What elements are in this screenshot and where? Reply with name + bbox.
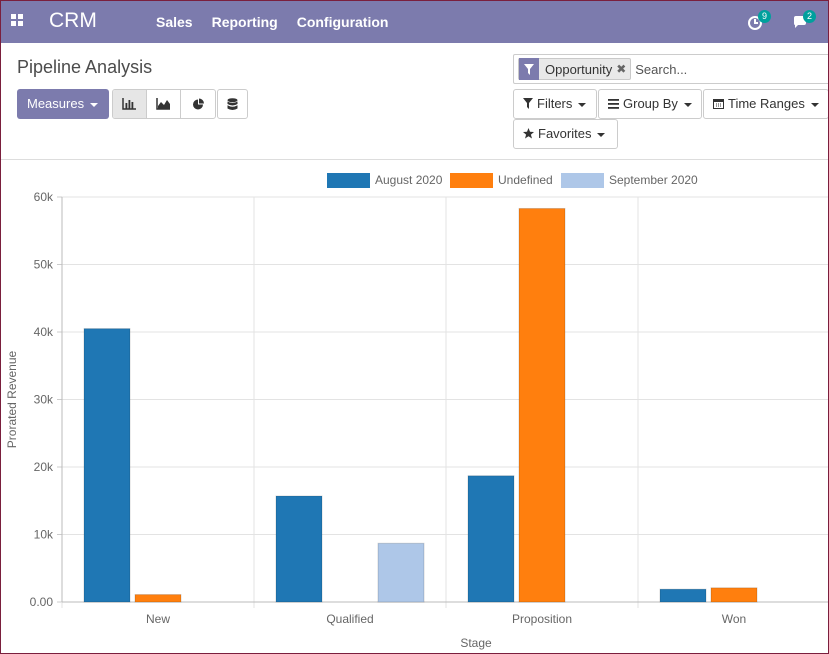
database-icon [227, 97, 238, 110]
y-tick-label: 50k [34, 258, 54, 272]
control-panel-divider [1, 159, 828, 160]
calendar-icon [713, 91, 724, 119]
y-tick-label: 40k [34, 325, 54, 339]
activity-badge: 9 [758, 10, 771, 23]
bar-won-undefined [710, 587, 758, 603]
favorites-button[interactable]: Favorites [513, 119, 618, 149]
x-tick-label: Qualified [326, 612, 373, 626]
menu-item-reporting[interactable]: Reporting [211, 14, 278, 30]
filter-facet-icon [519, 58, 539, 80]
y-tick-label: 60k [34, 190, 54, 204]
activity-icon[interactable]: 9 [747, 10, 771, 32]
bar-qualified-september-2020 [377, 542, 425, 603]
caret-down-icon [597, 132, 606, 137]
bar-new-undefined [134, 594, 182, 603]
star-icon [523, 121, 534, 149]
x-axis-title: Stage [460, 636, 492, 650]
menu-item-configuration[interactable]: Configuration [296, 14, 389, 30]
search-facet: Opportunity ✖ [518, 58, 632, 80]
menu-item-sales[interactable]: Sales [156, 14, 193, 30]
apps-menu-icon[interactable] [11, 14, 24, 27]
y-tick-label: 0.00 [30, 595, 54, 609]
facet-value: Opportunity [545, 61, 613, 77]
group-by-button[interactable]: Group By [598, 89, 702, 119]
pivot-data-button[interactable] [217, 89, 248, 119]
legend-label: September 2020 [609, 173, 698, 187]
legend-swatch [327, 173, 370, 188]
area-chart-icon [156, 98, 170, 110]
filter-icon [523, 91, 533, 119]
y-tick-label: 10k [34, 528, 54, 542]
caret-down-icon [683, 102, 692, 107]
bar-won-august-2020 [659, 588, 707, 603]
legend-swatch [561, 173, 604, 188]
navbar: CRM Sales Reporting Configuration 9 2 [1, 0, 828, 43]
bar-proposition-august-2020 [467, 475, 515, 603]
legend-swatch [450, 173, 493, 188]
main-menu: Sales Reporting Configuration [156, 14, 407, 30]
search-bar: Opportunity ✖ [513, 54, 828, 84]
x-tick-label: Won [722, 612, 746, 626]
filters-button[interactable]: Filters [513, 89, 597, 119]
bar-chart: 0.00 10k 20k 30k 40k 50k 60k New Qualified Propos… [5, 173, 828, 650]
y-tick-label: 20k [34, 460, 54, 474]
bars-icon [608, 91, 619, 119]
bar-chart-icon [122, 98, 136, 110]
view-mode-group [112, 89, 216, 119]
bar-qualified-august-2020 [275, 495, 323, 603]
search-input[interactable] [635, 61, 826, 77]
caret-down-icon [578, 102, 587, 107]
y-axis-title: Prorated Revenue [5, 350, 19, 448]
x-tick-label: New [146, 612, 170, 626]
pie-chart-button[interactable] [181, 90, 215, 118]
area-chart-button[interactable] [147, 90, 181, 118]
measures-label: Measures [27, 96, 85, 111]
legend-label: Undefined [498, 173, 553, 187]
bar-new-august-2020 [83, 328, 131, 603]
app-brand[interactable]: CRM [49, 9, 97, 32]
y-tick-label: 30k [34, 393, 54, 407]
legend-label: August 2020 [375, 173, 443, 187]
messages-icon[interactable]: 2 [792, 10, 816, 32]
messages-badge: 2 [803, 10, 816, 23]
filters-label: Filters [537, 96, 573, 111]
pie-chart-icon [192, 98, 204, 109]
favorites-label: Favorites [538, 126, 592, 141]
measures-button[interactable]: Measures [17, 89, 109, 119]
facet-remove-icon[interactable]: ✖ [616, 62, 627, 76]
time-ranges-label: Time Ranges [728, 96, 805, 111]
group-by-label: Group By [623, 96, 678, 111]
caret-down-icon [90, 102, 99, 107]
x-tick-label: Proposition [512, 612, 572, 626]
bar-chart-button[interactable] [113, 90, 147, 118]
caret-down-icon [810, 102, 819, 107]
bar-proposition-undefined [518, 207, 566, 603]
page-title: Pipeline Analysis [17, 57, 153, 77]
time-ranges-button[interactable]: Time Ranges [703, 89, 828, 119]
